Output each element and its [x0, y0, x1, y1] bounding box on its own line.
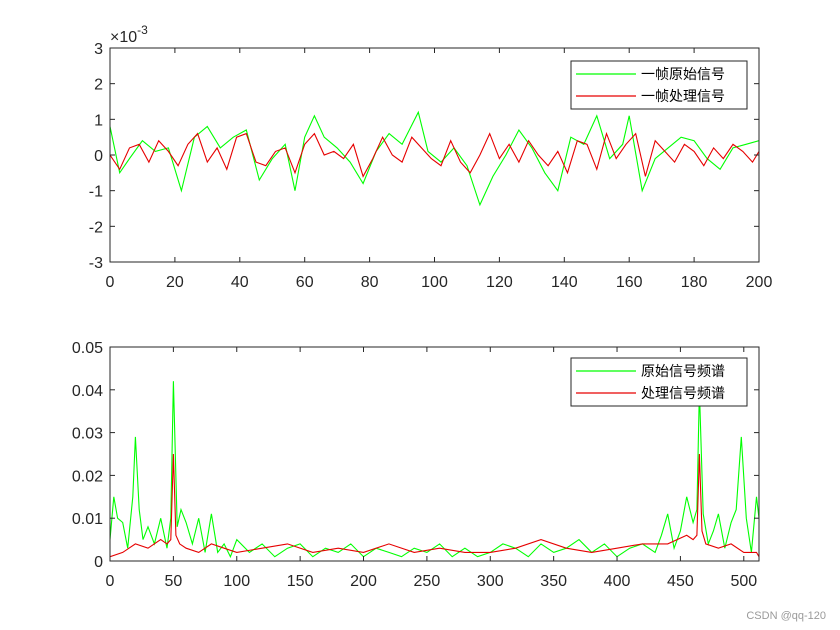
watermark: CSDN @qq-120	[746, 610, 826, 622]
y-tick-label: -3	[89, 255, 103, 272]
legend-label: 一帧原始信号	[641, 67, 725, 83]
legend-label: 一帧处理信号	[641, 89, 725, 105]
x-tick-label: 250	[414, 573, 441, 590]
x-tick-label: 120	[486, 274, 513, 291]
x-tick-label: 40	[231, 274, 249, 291]
series-group	[110, 110, 759, 207]
x-tick-label: 60	[296, 274, 314, 291]
y-tick-label: 0	[94, 148, 103, 165]
chart-2: 0 50 100 150 200 250 300 350 400 450 500 0 0.01 0.02 0…	[72, 340, 760, 590]
x-tick-label: 0	[106, 573, 115, 590]
series-line-2	[110, 453, 759, 558]
x-tick-label: 300	[477, 573, 504, 590]
y-tick-label: 0.02	[72, 468, 103, 485]
y-tick-label: 0.01	[72, 511, 103, 528]
x-tick-label: 350	[540, 573, 567, 590]
y-tick-label: 0.03	[72, 426, 103, 443]
y-tick-label: 0.04	[72, 383, 103, 400]
x-tick-label: 80	[361, 274, 379, 291]
series-group	[110, 381, 759, 559]
y-tick-label: -2	[89, 219, 103, 236]
x-tick-label: 100	[223, 573, 250, 590]
x-tick-label: 450	[667, 573, 694, 590]
x-tick-label: 200	[746, 274, 773, 291]
x-tick-label: 50	[164, 573, 182, 590]
series-line-2	[110, 131, 759, 178]
x-tick-label: 200	[350, 573, 377, 590]
legend-box	[570, 357, 748, 407]
x-tick-label: 100	[421, 274, 448, 291]
x-tick-label: 0	[106, 274, 115, 291]
y-tick-label: -1	[89, 184, 103, 201]
series-line-1	[110, 381, 759, 559]
legend-box	[570, 60, 748, 110]
legend-label: 处理信号频谱	[641, 386, 725, 402]
y-tick-label: 2	[94, 77, 103, 94]
x-tick-label: 500	[730, 573, 757, 590]
chart-1: 0 20 40 60 80 100 120 140 160 180 200 -3 -2 -1 0 1 2 3 ×10…	[89, 23, 773, 291]
legend-label: 原始信号频谱	[641, 364, 725, 380]
x-tick-label: 150	[287, 573, 314, 590]
y-tick-label: 3	[94, 41, 103, 58]
y-multiplier: ×10-3	[110, 23, 148, 46]
x-tick-label: 400	[604, 573, 631, 590]
x-tick-label: 180	[681, 274, 708, 291]
x-tick-label: 160	[616, 274, 643, 291]
y-tick-label: 0	[94, 554, 103, 571]
axes-box	[109, 346, 760, 562]
x-tick-label: 140	[551, 274, 578, 291]
y-tick-label: 0.05	[72, 340, 103, 357]
y-tick-label: 1	[94, 112, 103, 129]
x-tick-label: 20	[166, 274, 184, 291]
series-line-1	[110, 110, 759, 207]
